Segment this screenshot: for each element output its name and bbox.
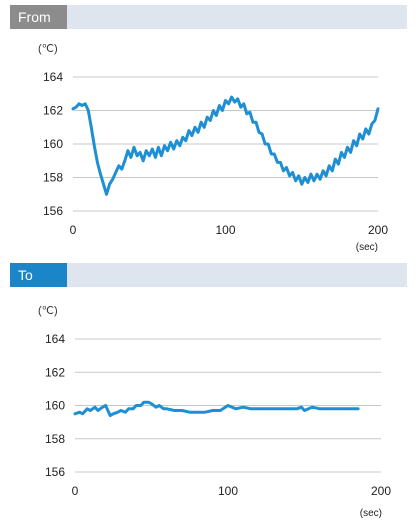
to-y-tick-label: 164: [45, 332, 65, 346]
to-banner: To: [10, 263, 407, 287]
from-y-tick-label: 156: [43, 204, 63, 218]
to-x-tick-label: 200: [371, 484, 391, 498]
to-y-tick-label: 156: [45, 465, 65, 479]
to-tab-label: To: [10, 263, 67, 287]
from-x-tick-label: 100: [215, 223, 235, 237]
from-y-tick-label: 164: [43, 70, 63, 84]
from-y-tick-label: 158: [43, 171, 63, 185]
from-banner: From: [10, 5, 407, 29]
from-y-unit: (℃): [38, 43, 58, 55]
to-y-tick-label: 162: [45, 365, 65, 379]
to-y-tick-label: 158: [45, 432, 65, 446]
from-chart: (℃) 164 162 160 158 156 0 100 200 (sec): [38, 43, 388, 253]
to-series-line: [73, 400, 360, 417]
to-y-tick-label: 160: [45, 399, 65, 413]
to-x-unit: (sec): [360, 508, 382, 519]
to-x-tick-label: 100: [218, 484, 238, 498]
from-y-tick-label: 162: [43, 104, 63, 118]
to-y-unit: (℃): [38, 305, 58, 317]
from-tab-label: From: [10, 5, 67, 29]
to-chart: (℃) 164 162 160 158 156 0 100 200 (sec): [38, 305, 391, 519]
from-x-tick-label: 200: [368, 223, 388, 237]
from-y-tick-label: 160: [43, 137, 63, 151]
from-x-unit: (sec): [356, 242, 378, 253]
from-series-line: [71, 95, 380, 196]
from-x-tick-label: 0: [70, 223, 77, 237]
to-x-tick-label: 0: [72, 484, 79, 498]
